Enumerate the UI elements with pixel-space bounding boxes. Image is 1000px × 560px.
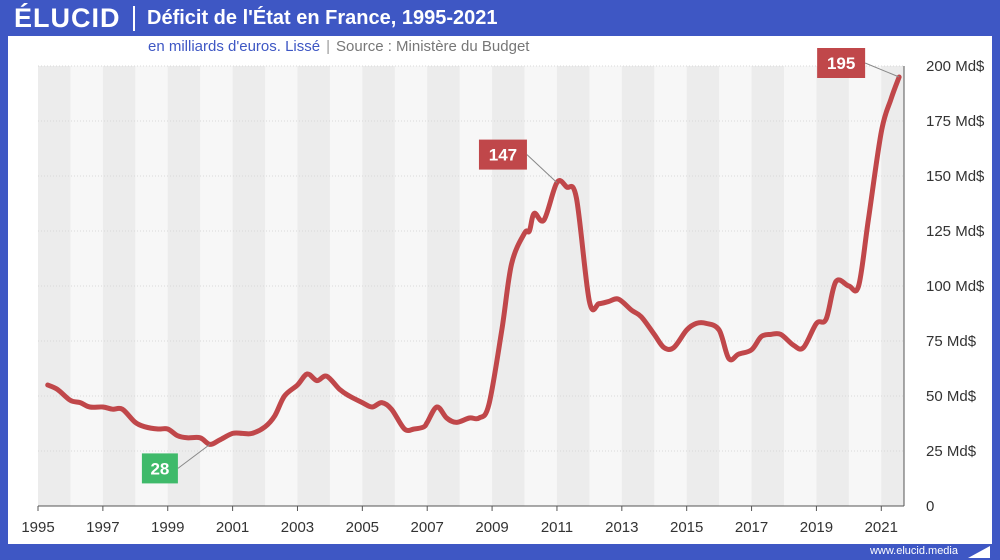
x-tick-labels: 1995 1997 1999 2001 2003 2005 2007 2009 2011 2013… (21, 519, 898, 536)
year-band (556, 66, 590, 506)
callout-label-max: 195 (827, 54, 855, 73)
elucid-mark-icon (968, 546, 990, 558)
grid-lines (38, 65, 904, 452)
x-tick-label: 2021 (865, 519, 898, 536)
y-tick-label: 150 Md$ (926, 168, 985, 185)
callout-leader-peak (526, 154, 558, 183)
line-chart: 1995 1997 1999 2001 2003 2005 2007 2009 2011 2013… (21, 48, 985, 536)
chart-title: Déficit de l'État en France, 1995-2021 (147, 7, 498, 29)
x-tick-label: 2001 (216, 519, 249, 536)
callout-leader-max (864, 62, 900, 78)
y-tick-label: 200 Md$ (926, 58, 985, 75)
chart-subtitle: en milliards d'euros. Lissé | Source : Min… (148, 38, 529, 55)
y-tick-label: 0 (926, 498, 934, 515)
x-tick-label: 2003 (281, 519, 314, 536)
footer-url[interactable]: www.elucid.media (869, 545, 958, 557)
x-tick-label: 2007 (411, 519, 444, 536)
source-note: Source : Ministère du Budget (336, 38, 530, 55)
year-band (881, 66, 904, 506)
header-divider (133, 6, 135, 31)
y-tick-label: 100 Md$ (926, 278, 985, 295)
callout-box-max (817, 48, 866, 78)
series-line-deficit (45, 74, 902, 447)
series-layer (45, 74, 902, 447)
axes (37, 66, 905, 511)
callouts: 28 147 195 (141, 48, 900, 484)
x-tick-label: 1997 (86, 519, 119, 536)
year-band (686, 66, 720, 506)
x-tick-label: 2009 (475, 519, 508, 536)
y-tick-label: 75 Md$ (926, 333, 977, 350)
y-tick-label: 175 Md$ (926, 113, 985, 130)
unit-note: en milliards d'euros. Lissé (148, 38, 321, 55)
y-tick-label: 125 Md$ (926, 223, 985, 240)
callout-box-min (141, 453, 178, 484)
y-tick-label: 50 Md$ (926, 388, 977, 405)
year-band (167, 66, 201, 506)
x-tick-label: 2011 (541, 519, 573, 536)
chart-panel: en milliards d'euros. Lissé | Source : Min… (8, 36, 992, 544)
callout-box-peak (478, 139, 527, 170)
y-tick-label: 25 Md$ (926, 443, 977, 460)
callout-label-peak: 147 (489, 146, 517, 165)
subtitle-separator: | (326, 38, 331, 55)
x-tick-label: 2013 (605, 519, 638, 536)
x-tick-label: 1995 (21, 519, 54, 536)
x-tick-label: 2019 (800, 519, 833, 536)
x-tick-label: 2015 (670, 519, 703, 536)
callout-label-min: 28 (150, 459, 169, 478)
header-bar: ÉLUCID Déficit de l'État en France, 1995… (0, 0, 1000, 36)
x-tick-label: 2017 (735, 519, 768, 536)
footer-bar: www.elucid.media (0, 544, 1000, 560)
callout-leader-min (177, 443, 211, 469)
y-tick-labels: 0 25 Md$ 50 Md$ 75 Md$ 100 Md$ 125 Md$ 150 Md$… (926, 58, 985, 515)
x-tick-label: 2005 (346, 519, 379, 536)
x-tick-label: 1999 (151, 519, 184, 536)
elucid-logo[interactable]: ÉLUCID (14, 3, 121, 33)
